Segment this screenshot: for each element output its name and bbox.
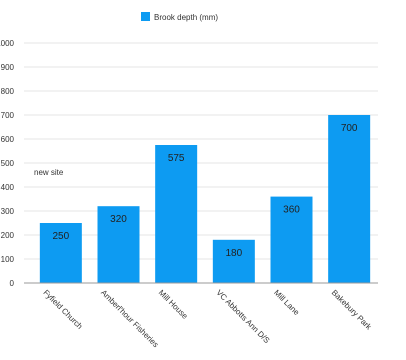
data-label: 700 <box>341 123 358 134</box>
y-tick-label: 0 <box>10 279 15 288</box>
y-tick-label: 800 <box>1 87 15 96</box>
x-axis: Fyfield Church Amberl'hour FisheriesMill … <box>41 288 374 349</box>
y-tick-label: 100 <box>1 255 15 264</box>
data-label: 575 <box>168 153 185 164</box>
x-tick-label: VC Abbotts Ann D/S <box>214 288 271 345</box>
bar-1 <box>39 223 82 283</box>
data-label: 360 <box>283 205 300 216</box>
x-tick-label: Mill Lane <box>272 288 301 317</box>
bar-2 <box>97 206 140 283</box>
bar-3 <box>155 145 198 283</box>
bar-5 <box>270 196 313 283</box>
y-tick-label: 600 <box>1 135 15 144</box>
data-label: 250 <box>52 231 69 242</box>
data-label: 320 <box>110 214 127 225</box>
y-tick-label: 700 <box>1 111 15 120</box>
annotation-new-site: new site <box>34 168 64 177</box>
x-tick-label: Bakebury Park <box>330 288 374 332</box>
data-label: 180 <box>225 248 242 259</box>
bar-4 <box>212 239 255 283</box>
legend-label: Brook depth (mm) <box>154 13 218 22</box>
y-tick-label: 900 <box>1 63 15 72</box>
y-tick-label: 1000 <box>0 39 15 48</box>
x-tick-label: Fyfield Church <box>41 288 84 331</box>
bars: 250 320 575 180 360 700 <box>39 115 371 283</box>
y-axis: 0 100 200 300 400 500 600 700 800 900 1000 <box>0 39 15 288</box>
y-tick-label: 200 <box>1 231 15 240</box>
legend-swatch <box>141 12 150 21</box>
x-tick-label: Mill House <box>157 288 190 321</box>
legend: Brook depth (mm) <box>141 12 218 22</box>
bar-6 <box>328 115 371 283</box>
gridlines <box>24 42 378 260</box>
x-tick-label: Amberl'hour Fisheries <box>99 288 160 349</box>
y-tick-label: 500 <box>1 159 15 168</box>
y-tick-label: 300 <box>1 207 15 216</box>
y-tick-label: 400 <box>1 183 15 192</box>
